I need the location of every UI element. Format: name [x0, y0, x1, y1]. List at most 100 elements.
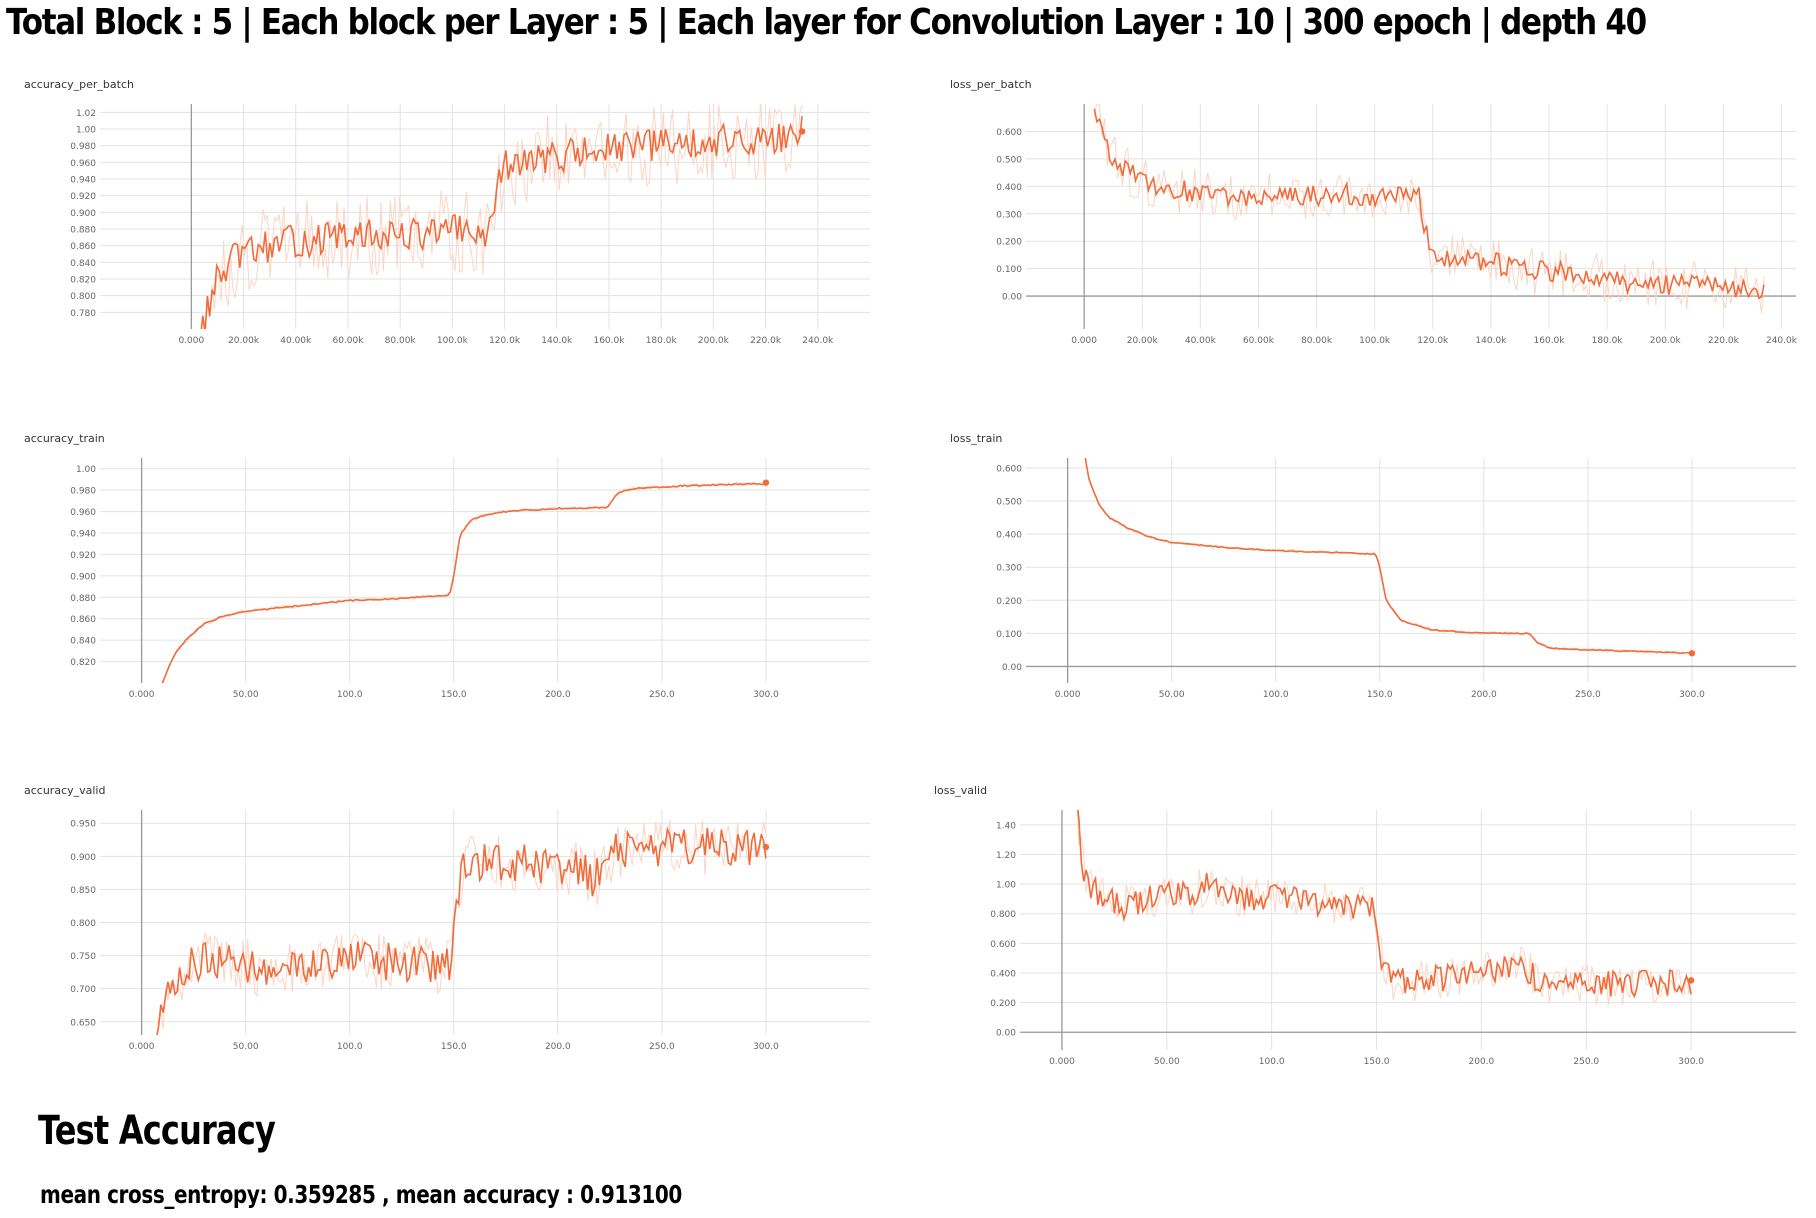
x-tick-label: 50.00 [233, 690, 259, 700]
series-end-point [1688, 650, 1696, 657]
y-tick-label: 0.820 [70, 658, 96, 668]
y-tick-label: 0.200 [996, 597, 1022, 607]
chart-loss-valid-svg: loss_valid 0.00 0.200 0.400 0.600 0.800 1.00 1.… [934, 786, 1796, 1067]
x-tick-label: 80.00k [1301, 336, 1333, 346]
chart-accuracy-train-svg: accuracy_train 0.820 0.840 0.860 0.880 0.900 0… [24, 434, 870, 700]
y-tick-label: 0.800 [990, 910, 1016, 920]
x-tick-label: 0.000 [1049, 1057, 1075, 1067]
x-tick-label: 140.0k [541, 336, 573, 346]
chart-accuracy-valid-svg: accuracy_valid0.6500.7000.7500.8000.8500… [24, 786, 870, 1052]
x-tick-label: 0.000 [1071, 336, 1097, 346]
x-tick-label: 150.0 [441, 1042, 467, 1052]
x-tick-label: 50.00 [233, 1042, 259, 1052]
plot-area: 0.00 0.200 0.400 0.600 0.800 1.00 1.20 1.40 0.00… [990, 810, 1796, 1067]
series-raw-line [1093, 104, 1765, 314]
series-line [1093, 108, 1765, 300]
y-tick-label: 0.880 [70, 594, 96, 604]
x-tick-label: 200.0 [1471, 690, 1497, 700]
test-result-text: mean cross_entropy: 0.359285 , mean accu… [40, 1180, 682, 1209]
x-tick-label: 140.0k [1475, 336, 1507, 346]
chart-loss-train-svg: loss_train0.000.1000.2000.3000.4000.5000… [950, 434, 1796, 700]
y-tick-label: 0.900 [70, 209, 96, 219]
plot-area: 0.780 0.800 0.820 0.840 0.860 0.880 0.900 0.920… [70, 104, 870, 346]
y-tick-label: 0.900 [70, 572, 96, 582]
y-tick-label: 0.980 [70, 487, 96, 497]
y-tick-label: 0.500 [996, 155, 1022, 165]
x-tick-label: 200.0k [1650, 336, 1682, 346]
series-line [156, 826, 767, 1035]
x-tick-label: 50.00 [1159, 690, 1185, 700]
x-tick-label: 240.0k [802, 336, 834, 346]
y-tick-label: 0.840 [70, 637, 96, 647]
y-tick-label: 0.750 [70, 952, 96, 962]
y-tick-label: 0.600 [990, 940, 1016, 950]
series-raw-line [1076, 810, 1692, 1006]
x-tick-label: 250.0 [1575, 690, 1601, 700]
x-tick-label: 40.00k [280, 336, 312, 346]
y-tick-label: 0.820 [70, 276, 96, 286]
y-tick-label: 0.600 [996, 464, 1022, 474]
y-tick-label: 0.300 [996, 210, 1022, 220]
y-tick-label: 0.780 [70, 309, 96, 319]
chart-title: loss_valid [934, 786, 987, 797]
series-line [1084, 458, 1693, 655]
y-tick-label: 0.880 [70, 226, 96, 236]
x-tick-label: 20.00k [1127, 336, 1159, 346]
y-tick-label: 1.00 [76, 126, 96, 136]
series-end-point [762, 843, 770, 851]
y-tick-label: 1.20 [996, 851, 1016, 861]
x-tick-label: 250.0 [649, 1042, 675, 1052]
x-tick-label: 150.0 [1364, 1057, 1390, 1067]
chart-loss-per-batch-svg: loss_per_batch0.000.1000.2000.3000.4000.… [950, 80, 1798, 346]
x-tick-label: 300.0 [1678, 1057, 1704, 1067]
y-tick-label: 0.860 [70, 615, 96, 625]
y-tick-label: 1.00 [76, 465, 96, 475]
x-tick-label: 200.0k [698, 336, 730, 346]
x-tick-label: 100.0 [337, 1042, 363, 1052]
x-tick-label: 0.000 [129, 690, 155, 700]
x-tick-label: 180.0k [646, 336, 678, 346]
y-tick-label: 1.40 [996, 821, 1016, 831]
x-tick-label: 200.0 [545, 690, 571, 700]
x-tick-label: 100.0 [1259, 1057, 1285, 1067]
test-accuracy-heading: Test Accuracy [38, 1108, 276, 1154]
series-end-point [1687, 977, 1695, 984]
y-tick-label: 0.200 [990, 999, 1016, 1009]
y-tick-label: 0.900 [70, 853, 96, 863]
plot-area: 0.820 0.840 0.860 0.880 0.900 0.920 0.940 0.960… [70, 458, 870, 700]
x-tick-label: 0.000 [129, 1042, 155, 1052]
y-tick-label: 0.850 [70, 886, 96, 896]
y-tick-label: 0.100 [996, 265, 1022, 275]
y-tick-label: 0.840 [70, 259, 96, 269]
chart-accuracy-valid: accuracy_valid 0.650 0.700 0.750 0.800 0.850 0… [20, 786, 890, 1086]
x-tick-label: 100.0k [1359, 336, 1391, 346]
y-tick-label: 0.960 [70, 159, 96, 169]
x-tick-label: 200.0 [545, 1042, 571, 1052]
plot-area: 0.650 0.700 0.750 0.800 0.850 0.900 0.950 0.000… [70, 810, 870, 1052]
series-line [161, 482, 767, 683]
chart-loss-per-batch: loss_per_batch 0.00 0.100 0.200 0.300 0.400 0.… [946, 80, 1806, 380]
y-tick-label: 0.300 [996, 564, 1022, 574]
y-tick-label: 0.860 [70, 242, 96, 252]
x-tick-label: 60.00k [1243, 336, 1275, 346]
y-tick-label: 0.200 [996, 238, 1022, 248]
x-tick-label: 100.0 [337, 690, 363, 700]
series-raw-line [204, 104, 803, 329]
chart-loss-valid: loss_valid 0.00 0.200 0.400 0.600 0.800 1.00 1.… [930, 786, 1806, 1096]
chart-title: accuracy_train [24, 434, 105, 445]
series-raw-line [1085, 458, 1692, 655]
x-tick-label: 160.0k [1534, 336, 1566, 346]
y-tick-label: 0.600 [996, 128, 1022, 138]
chart-title: loss_train [950, 434, 1002, 445]
x-tick-label: 20.00k [228, 336, 260, 346]
chart-accuracy-train: accuracy_train 0.820 0.840 0.860 0.880 0.900 0… [20, 434, 890, 734]
x-tick-label: 250.0 [649, 690, 675, 700]
y-tick-label: 0.980 [70, 142, 96, 152]
y-tick-label: 0.920 [70, 192, 96, 202]
chart-accuracy-per-batch-svg: accuracy_per_batch0.7800.8000.8200.8400.… [24, 80, 870, 346]
x-tick-label: 120.0k [1417, 336, 1449, 346]
y-tick-label: 0.920 [70, 551, 96, 561]
x-tick-label: 40.00k [1185, 336, 1217, 346]
y-tick-label: 0.700 [70, 985, 96, 995]
x-tick-label: 250.0 [1573, 1057, 1599, 1067]
